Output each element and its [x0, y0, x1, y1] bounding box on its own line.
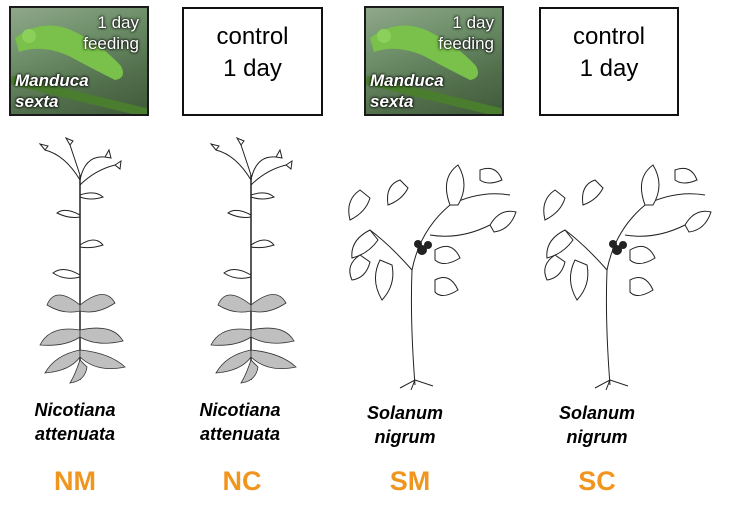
caterpillar-photo-2: 1 day feeding Manduca sexta [364, 6, 504, 116]
treatment-code-3: SM [389, 466, 431, 496]
caterpillar-body [15, 25, 123, 80]
treatment-code-2: NC [222, 466, 262, 496]
caterpillar-illustration [11, 25, 147, 114]
plant-name-1: Nicotiana attenuata [34, 400, 116, 444]
caterpillar-illustration [366, 25, 502, 114]
caterpillar-body [370, 25, 478, 80]
caterpillar-photo-1: 1 day feeding Manduca sexta [9, 6, 149, 116]
plant-name-3: Solanum nigrum [366, 403, 443, 447]
feeding-duration-label: 1 day feeding [438, 13, 494, 53]
treatment-code-4: SC [578, 466, 616, 496]
plant-name-2: Nicotiana attenuata [199, 400, 281, 444]
control-box-2: control 1 day [539, 7, 679, 116]
feeding-duration-label: 1 day feeding [83, 13, 139, 53]
stem [11, 75, 147, 114]
nicotiana-plant-drawing-2 [209, 136, 297, 384]
nicotiana-plant-drawing-1 [38, 136, 126, 384]
caterpillar-head [22, 29, 36, 43]
stem [366, 75, 502, 114]
species-label: Manduca sexta [15, 71, 89, 111]
solanum-plant-drawing-1 [348, 164, 517, 390]
solanum-plant-drawing-2 [543, 164, 712, 390]
caterpillar-head [377, 29, 391, 43]
treatment-code-1: NM [54, 466, 96, 496]
control-box-1: control 1 day [182, 7, 323, 116]
species-label: Manduca sexta [370, 71, 444, 111]
plant-name-4: Solanum nigrum [558, 403, 635, 447]
